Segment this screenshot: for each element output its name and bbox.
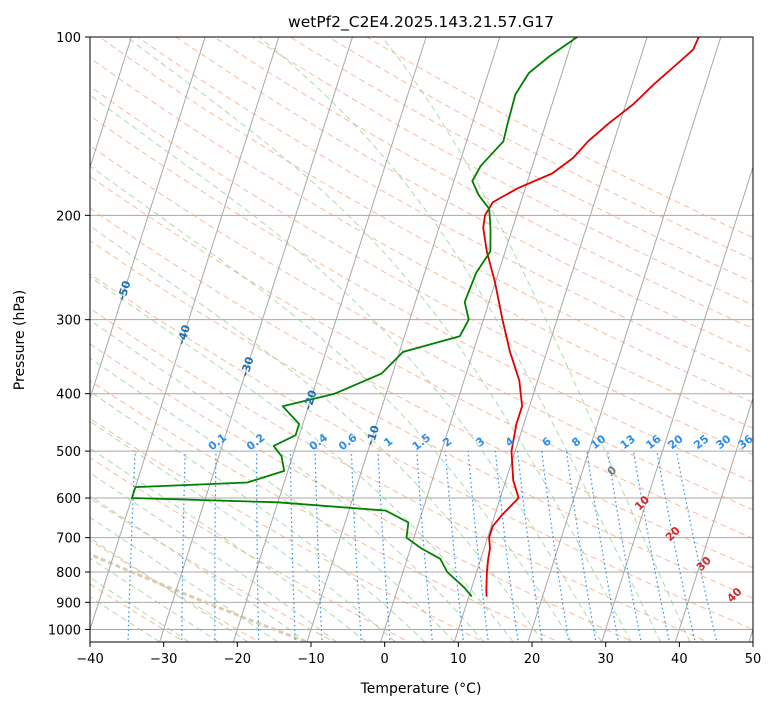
plot-area: -100-90-80-70-60-50-40-30-20-100.10.20.4… (90, 37, 753, 642)
y-tick-label: 200 (56, 209, 81, 224)
mixing-ratio-line (214, 451, 217, 642)
dry-adiabat-line (90, 343, 635, 642)
mixing-ratio-line (350, 451, 362, 642)
x-axis-ticks: −40 −30 −20 −10 0 10 20 30 40 50 (76, 642, 761, 667)
hatched-curve-line (90, 552, 311, 642)
moist-adiabat-line (90, 516, 278, 642)
mixing-ratio-line (516, 451, 543, 642)
dry-adiabat-line (90, 115, 753, 483)
dry-adiabat-line (90, 57, 753, 429)
dry-adiabat-line (213, 37, 753, 330)
isotherm-line (453, 37, 648, 642)
moist-adiabat-line (90, 225, 544, 642)
y-tick-label: 600 (56, 492, 81, 507)
isotherm-label: -50 (115, 279, 134, 302)
isotherm-line (306, 37, 501, 642)
dry-adiabat-line (90, 539, 261, 642)
isotherm-line (674, 396, 753, 642)
x-tick-label: −10 (297, 652, 324, 667)
moist-adiabat-line (90, 165, 573, 642)
x-tick-label: 0 (381, 652, 389, 667)
mixing-ratio-line (416, 451, 434, 642)
x-tick-label: 30 (597, 652, 614, 667)
isotherm-line (90, 37, 206, 400)
x-tick-label: 10 (450, 652, 467, 667)
dry-adiabat-line (90, 457, 411, 642)
chart-title: wetPf2_C2E4.2025.143.21.57.G17 (288, 13, 554, 32)
mixing-ratio-line (256, 451, 260, 642)
isotherm-line (601, 165, 753, 642)
isotherm-line (527, 37, 722, 642)
y-tick-label: 1000 (48, 623, 81, 638)
isotherms (90, 37, 753, 642)
dry-adiabat-line (90, 273, 753, 630)
y-tick-label: 800 (56, 566, 81, 581)
dry-adiabat-line (90, 417, 485, 642)
isotherm-label: -40 (175, 323, 194, 346)
x-tick-label: −30 (150, 652, 177, 667)
profile-lines (131, 37, 700, 598)
hatched-reference-curve (90, 552, 311, 642)
mixing-ratio-line (444, 451, 465, 642)
dry-adiabat-line (90, 207, 753, 569)
x-tick-label: 50 (745, 652, 762, 667)
mixing-ratio-line (494, 451, 519, 642)
mixing-ratio-line (467, 451, 489, 642)
x-tick-label: −20 (224, 652, 251, 667)
isotherm-line (90, 37, 280, 632)
moist-adiabat-line (90, 276, 514, 642)
dry-adiabat-line (90, 307, 709, 642)
y-axis-title: Pressure (hPa) (12, 290, 28, 390)
dry-adiabat-line (90, 145, 753, 511)
dry-adiabat-line (90, 583, 186, 642)
mixing-ratio-line (181, 451, 186, 642)
y-axis-ticks: 100 200 300 400 500 600 700 800 900 1000 (48, 31, 90, 638)
moist-adiabat-line (126, 37, 632, 642)
y-tick-label: 900 (56, 596, 81, 611)
y-tick-label: 500 (56, 445, 81, 460)
isotherm-line (232, 37, 427, 642)
dry-adiabat-line (289, 37, 753, 283)
isotherm-label: -20 (301, 388, 320, 411)
y-tick-label: 300 (56, 314, 81, 329)
x-tick-label: 40 (671, 652, 688, 667)
moist-adiabat-line (90, 390, 426, 642)
mixing-ratio-line (289, 451, 296, 642)
moist-adiabat-line (90, 420, 396, 642)
y-tick-label: 700 (56, 532, 81, 547)
moist-adiabat-line (90, 319, 485, 642)
isotherm-label: -30 (238, 355, 257, 378)
mixing-ratio-line (314, 451, 323, 642)
plot-frame (89, 36, 754, 643)
dewpoint-line (131, 37, 578, 598)
x-tick-label: −40 (76, 652, 103, 667)
isotherm-line (90, 37, 132, 169)
dry-adiabat-line (175, 37, 753, 354)
isotherm-line (159, 37, 353, 642)
y-tick-label: 100 (56, 31, 81, 46)
mixing-ratio-line (377, 451, 391, 642)
y-tick-label: 400 (56, 388, 81, 403)
moist-adiabat-line (381, 37, 691, 642)
moist-adiabat-line (90, 472, 337, 642)
x-tick-label: 20 (524, 652, 541, 667)
isotherm-label: -10 (364, 423, 383, 446)
mixing-ratio-lines (127, 450, 718, 642)
x-axis-title: Temperature (°C) (360, 681, 482, 697)
moist-adiabat-line (259, 37, 662, 642)
temperature-line (482, 37, 700, 597)
moist-adiabat-line (90, 94, 603, 642)
